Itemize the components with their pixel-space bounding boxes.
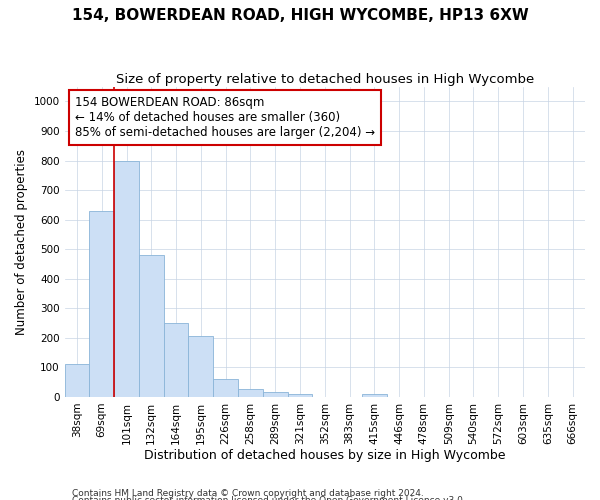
Bar: [139, 255, 164, 397]
X-axis label: Distribution of detached houses by size in High Wycombe: Distribution of detached houses by size …: [144, 450, 506, 462]
Bar: [263, 392, 287, 397]
Text: Contains HM Land Registry data © Crown copyright and database right 2024.: Contains HM Land Registry data © Crown c…: [72, 488, 424, 498]
Bar: [65, 364, 89, 397]
Bar: [362, 394, 387, 397]
Text: Contains public sector information licensed under the Open Government Licence v3: Contains public sector information licen…: [72, 496, 466, 500]
Title: Size of property relative to detached houses in High Wycombe: Size of property relative to detached ho…: [116, 72, 534, 86]
Text: 154, BOWERDEAN ROAD, HIGH WYCOMBE, HP13 6XW: 154, BOWERDEAN ROAD, HIGH WYCOMBE, HP13 …: [71, 8, 529, 22]
Bar: [287, 394, 313, 397]
Bar: [89, 211, 114, 397]
Bar: [213, 379, 238, 397]
Bar: [164, 323, 188, 397]
Bar: [238, 388, 263, 397]
Text: 154 BOWERDEAN ROAD: 86sqm
← 14% of detached houses are smaller (360)
85% of semi: 154 BOWERDEAN ROAD: 86sqm ← 14% of detac…: [75, 96, 375, 139]
Bar: [188, 336, 213, 397]
Bar: [114, 160, 139, 397]
Y-axis label: Number of detached properties: Number of detached properties: [15, 149, 28, 335]
